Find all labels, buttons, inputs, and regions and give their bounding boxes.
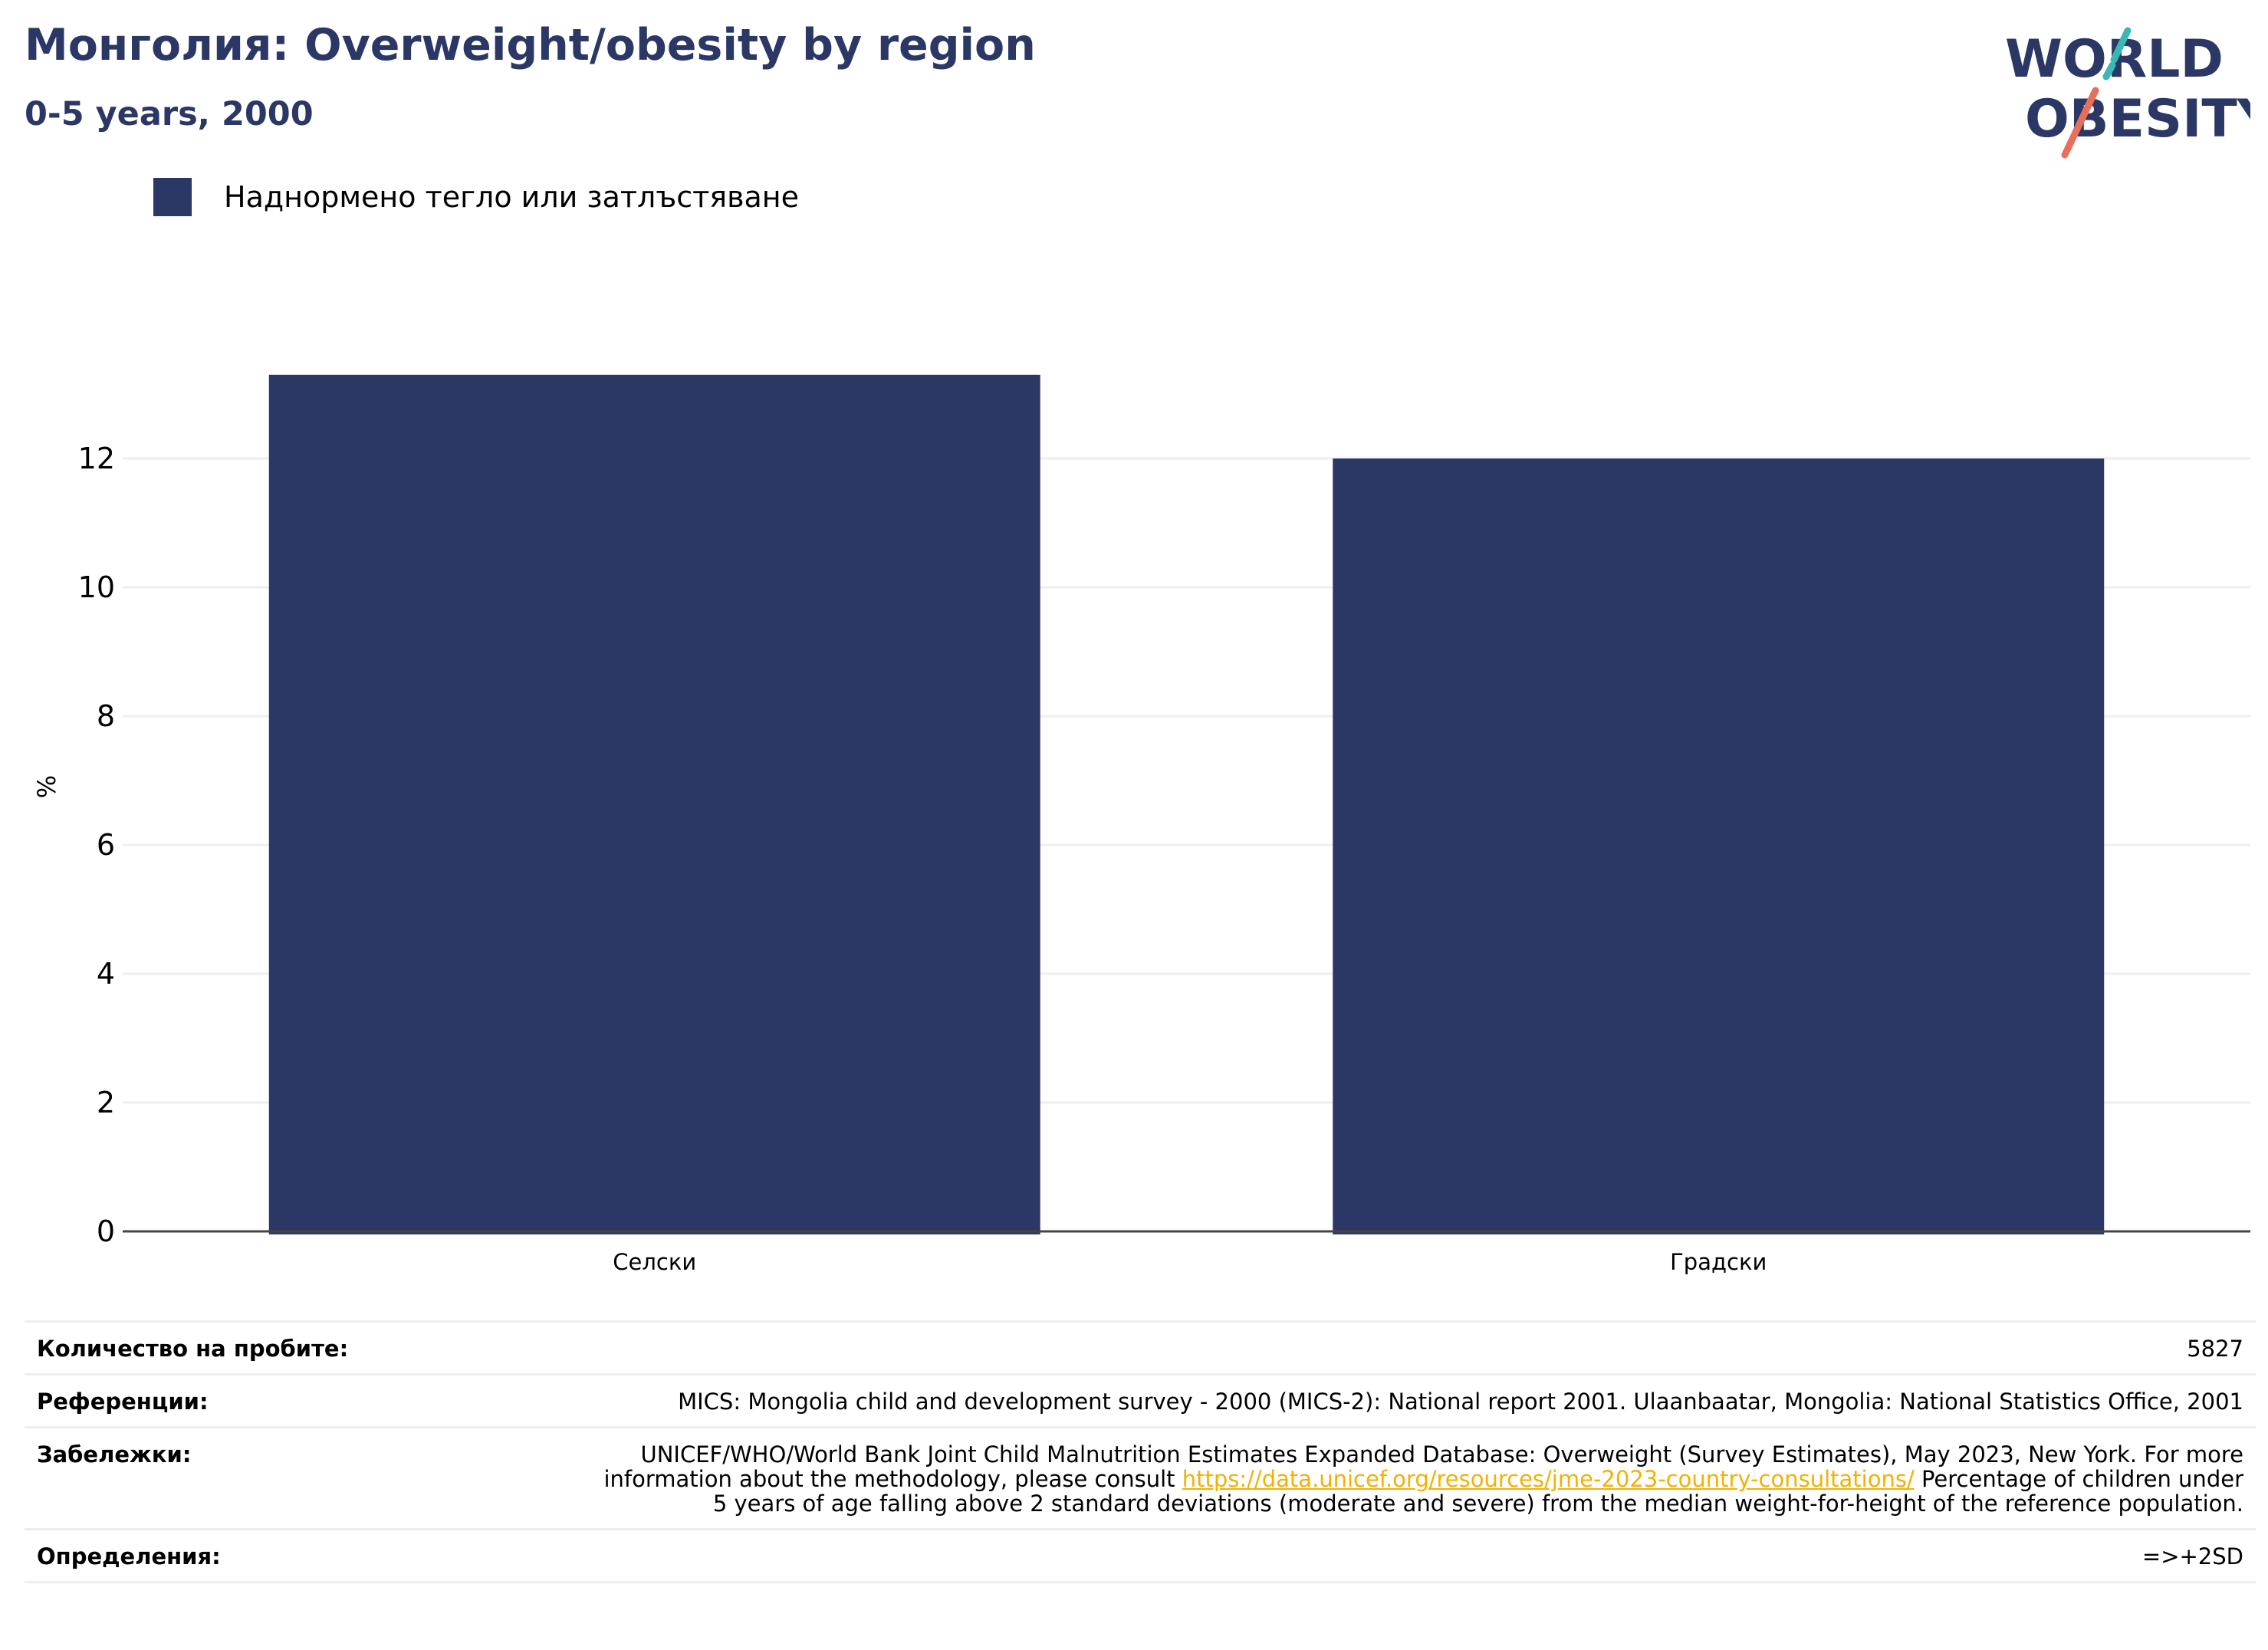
footer-row-sample: Количество на пробите: 5827 — [25, 1323, 2256, 1376]
logo-slash-bottom-icon — [2061, 87, 2099, 159]
page-subtitle: 0-5 years, 2000 — [25, 95, 314, 133]
footer-row-notes: Забележки: UNICEF/WHO/World Bank Joint C… — [25, 1428, 2256, 1530]
bar-1 — [268, 374, 1040, 1234]
definitions-value: =>+2SD — [2141, 1543, 2243, 1569]
notes-label: Забележки: — [37, 1441, 192, 1468]
page-title: Монголия: Overweight/obesity by region — [25, 20, 1036, 71]
references-value: MICS: Mongolia child and development sur… — [678, 1389, 2243, 1415]
footer-row-references: Референции: MICS: Mongolia child and dev… — [25, 1376, 2256, 1428]
logo-slash-top-icon — [2102, 61, 2116, 81]
x-tick-label: Градски — [1670, 1249, 1767, 1275]
legend: Наднормено тегло или затлъстяване — [153, 178, 799, 216]
world-obesity-logo: WORLD OBESITY — [2005, 27, 2250, 159]
y-axis-label: % — [32, 775, 61, 798]
x-tick-labels: Селски Градски — [613, 1249, 1767, 1275]
y-tick-label: 8 — [97, 699, 115, 733]
notes-value: UNICEF/WHO/World Bank Joint Child Malnut… — [603, 1442, 2243, 1516]
sample-value: 5827 — [2187, 1336, 2243, 1362]
x-tick-label: Селски — [613, 1249, 696, 1275]
footer-table: Количество на пробите: 5827 Референции: … — [25, 1320, 2256, 1583]
bars — [268, 374, 2105, 1234]
y-tick-label: 0 — [97, 1214, 115, 1248]
bar-2 — [1333, 459, 2105, 1234]
notes-text-after: Percentage of children under 5 years of … — [712, 1466, 2243, 1517]
bar-chart: 0 2 4 6 8 10 12 Селски Градски % — [32, 374, 2250, 1275]
footer-row-definitions: Определения: =>+2SD — [25, 1530, 2256, 1583]
notes-text-before: UNICEF/WHO/World Bank Joint Child Malnut… — [603, 1441, 2243, 1492]
y-tick-label: 10 — [78, 570, 115, 604]
y-tick-label: 6 — [97, 828, 115, 862]
sample-label: Количество на пробите: — [37, 1336, 349, 1362]
references-label: Референции: — [37, 1389, 209, 1415]
y-tick-labels: 0 2 4 6 8 10 12 — [78, 442, 115, 1248]
methodology-link[interactable]: https://data.unicef.org/resources/jme-20… — [1182, 1466, 1915, 1492]
definitions-label: Определения: — [37, 1543, 221, 1569]
legend-swatch — [153, 178, 192, 216]
logo-text-obesity: OBESITY — [2025, 89, 2250, 150]
legend-label: Наднормено тегло или затлъстяване — [224, 180, 799, 214]
y-tick-label: 12 — [78, 442, 115, 475]
y-tick-label: 2 — [97, 1086, 115, 1119]
y-tick-label: 4 — [97, 957, 115, 991]
logo-slash-top-icon — [2110, 27, 2132, 64]
